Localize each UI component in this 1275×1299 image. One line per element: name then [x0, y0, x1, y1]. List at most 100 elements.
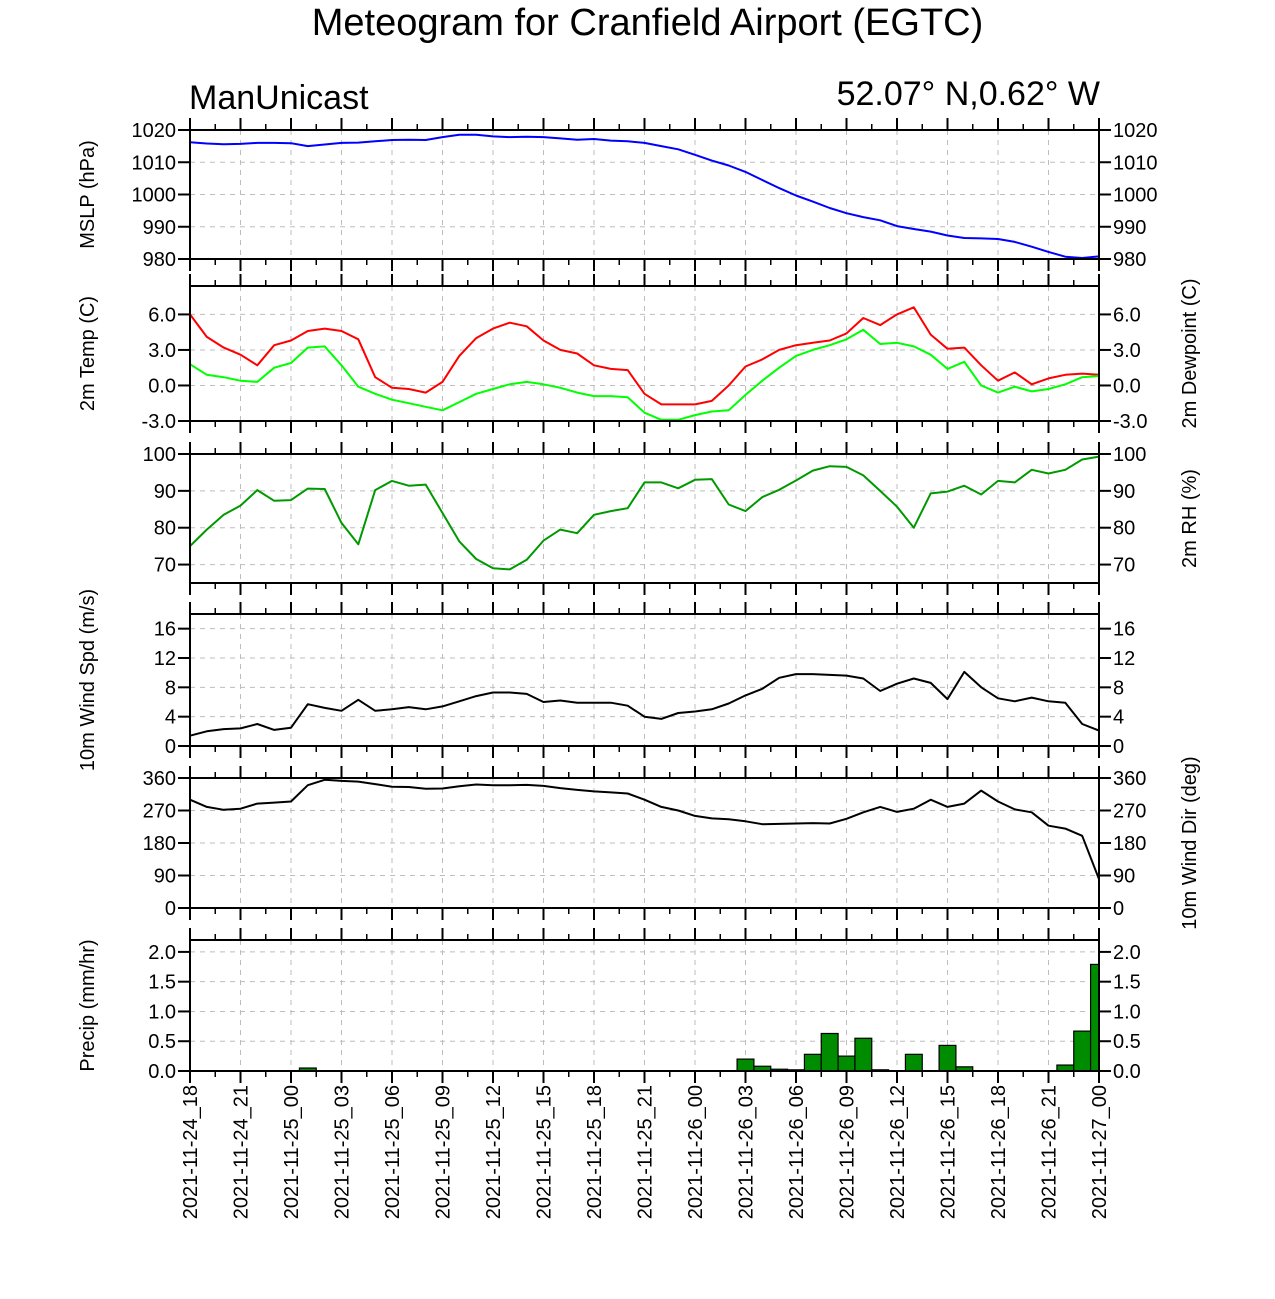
- y-tick-label-left: 6.0: [148, 304, 176, 326]
- wind_speed-series-line-0: [189, 670, 1100, 737]
- precip-bar: [904, 1053, 923, 1072]
- y-tick-label-right: 180: [1113, 833, 1146, 855]
- time-axis-label: 2021-11-25_21: [635, 1085, 657, 1219]
- rh-series-line-0: [189, 455, 1100, 571]
- time-axis-label: 2021-11-26_06: [786, 1085, 808, 1219]
- y-axis-label-left: 10m Wind Spd (m/s): [77, 589, 99, 771]
- time-axis-label: 2021-11-26_21: [1039, 1085, 1061, 1219]
- time-axis-label: 2021-11-24_21: [231, 1085, 253, 1219]
- y-tick-label-left: 0.5: [148, 1031, 176, 1053]
- y-tick-label-left: 80: [154, 518, 176, 540]
- y-axis-label-right: 2m RH (%): [1179, 469, 1201, 568]
- y-tick-label-left: 990: [143, 217, 176, 239]
- y-tick-label-left: 0: [165, 736, 176, 758]
- wind_dir-series-line-0: [189, 778, 1100, 880]
- y-tick-label-right: 0.0: [1113, 375, 1141, 397]
- time-axis-label: 2021-11-26_00: [685, 1085, 707, 1219]
- y-tick-label-right: -3.0: [1113, 411, 1147, 433]
- y-tick-label-right: 0: [1113, 898, 1124, 920]
- y-tick-label-left: 90: [154, 481, 176, 503]
- time-axis-label: 2021-11-26_18: [988, 1085, 1010, 1219]
- y-tick-label-right: 360: [1113, 768, 1146, 790]
- y-tick-label-right: 8: [1113, 677, 1124, 699]
- y-tick-label-right: 1.0: [1113, 1001, 1141, 1023]
- y-tick-label-right: 1010: [1113, 152, 1158, 174]
- y-tick-label-left: 16: [154, 619, 176, 641]
- time-axis-label: 2021-11-25_18: [584, 1085, 606, 1219]
- time-axis-label: 2021-11-25_03: [332, 1085, 354, 1219]
- y-axis-label-left: MSLP (hPa): [77, 140, 99, 249]
- panel-wind_speed: 0 0 4 4 8 8 12 12 16 16 10m Wind Spd (m/s): [77, 589, 1135, 771]
- panel-precip: 0.0 0.0 0.5 0.5 1.0 1.0 1.5 1.5 2.0 2.0 Precip (mm…: [77, 928, 1141, 1083]
- time-axis-label: 2021-11-25_06: [382, 1085, 404, 1219]
- y-tick-label-right: 2.0: [1113, 942, 1141, 964]
- precip-bar: [1089, 963, 1100, 1072]
- y-tick-label-left: 1000: [132, 185, 177, 207]
- panel-wind_dir: 0 0 90 90 180 180 270 270 360 360 10m Wind Dir (de…: [143, 756, 1201, 929]
- temp-series-line-0: [189, 306, 1100, 406]
- y-tick-label-right: 980: [1113, 249, 1146, 271]
- time-axis-label: 2021-11-25_15: [534, 1085, 556, 1219]
- time-axis-label: 2021-11-26_12: [887, 1085, 909, 1219]
- y-tick-label-left: 2.0: [148, 942, 176, 964]
- y-tick-label-right: 70: [1113, 555, 1135, 577]
- y-tick-label-left: 270: [143, 801, 176, 823]
- y-axis-label-left: 2m Temp (C): [77, 296, 99, 411]
- time-axis-label: 2021-11-25_09: [433, 1085, 455, 1219]
- y-tick-label-right: 6.0: [1113, 304, 1141, 326]
- y-axis-label-right: 2m Dewpoint (C): [1179, 278, 1201, 428]
- y-tick-label-left: 100: [143, 444, 176, 466]
- y-tick-label-right: 1000: [1113, 185, 1158, 207]
- y-tick-label-right: 0: [1113, 736, 1124, 758]
- y-tick-label-right: 0.0: [1113, 1061, 1141, 1083]
- y-tick-label-right: 3.0: [1113, 340, 1141, 362]
- precip-bar: [1073, 1030, 1092, 1072]
- y-tick-label-right: 12: [1113, 648, 1135, 670]
- y-axis-label-right: 10m Wind Dir (deg): [1179, 756, 1201, 929]
- time-axis-label: 2021-11-26_09: [837, 1085, 859, 1219]
- y-tick-label-right: 90: [1113, 866, 1135, 888]
- y-tick-label-left: 3.0: [148, 340, 176, 362]
- panel-temp: -3.0 -3.0 0.0 0.0 3.0 3.0 6.0 6.0 2m Temp (C) 2m …: [77, 274, 1201, 433]
- mslp-series-line-0: [189, 133, 1100, 259]
- precip-bar: [938, 1044, 957, 1072]
- y-tick-label-left: 1.0: [148, 1001, 176, 1023]
- y-tick-label-right: 100: [1113, 444, 1146, 466]
- y-tick-label-left: 0.0: [148, 1061, 176, 1083]
- y-tick-label-left: 980: [143, 249, 176, 271]
- time-axis-label: 2021-11-27_00: [1089, 1085, 1111, 1219]
- precip-bar: [820, 1032, 839, 1072]
- y-tick-label-left: -3.0: [142, 411, 176, 433]
- precip-bar: [854, 1037, 873, 1072]
- precip-bar: [736, 1058, 755, 1072]
- y-tick-label-left: 1020: [132, 120, 177, 142]
- y-tick-label-right: 270: [1113, 801, 1146, 823]
- y-tick-label-left: 12: [154, 648, 176, 670]
- y-axis-label-left: Precip (mm/hr): [77, 939, 99, 1071]
- y-tick-label-left: 1.5: [148, 972, 176, 994]
- y-tick-label-right: 80: [1113, 518, 1135, 540]
- page-title: Meteogram for Cranfield Airport (EGTC): [311, 2, 984, 44]
- y-tick-label-right: 90: [1113, 481, 1135, 503]
- panel-mslp: 980 980 990 990 1000 1000 1010 1010 1020 1020 MSLP…: [77, 118, 1158, 271]
- y-tick-label-right: 4: [1113, 707, 1124, 729]
- y-tick-label-right: 1.5: [1113, 972, 1141, 994]
- y-tick-label-right: 16: [1113, 619, 1135, 641]
- y-tick-label-right: 990: [1113, 217, 1146, 239]
- y-tick-label-left: 70: [154, 555, 176, 577]
- time-axis-label: 2021-11-26_15: [938, 1085, 960, 1219]
- y-tick-label-right: 1020: [1113, 120, 1158, 142]
- precip-bar: [803, 1053, 822, 1072]
- time-axis-label: 2021-11-25_12: [483, 1085, 505, 1219]
- time-axis-label: 2021-11-24_18: [180, 1085, 202, 1219]
- time-axis-label: 2021-11-25_00: [281, 1085, 303, 1219]
- y-tick-label-left: 4: [165, 707, 176, 729]
- location-label: 52.07° N,0.62° W: [836, 75, 1100, 113]
- y-tick-label-left: 0: [165, 898, 176, 920]
- y-tick-label-left: 360: [143, 768, 176, 790]
- y-tick-label-left: 1010: [132, 152, 177, 174]
- y-tick-label-left: 180: [143, 833, 176, 855]
- y-tick-label-left: 8: [165, 677, 176, 699]
- time-axis-label: 2021-11-26_03: [736, 1085, 758, 1219]
